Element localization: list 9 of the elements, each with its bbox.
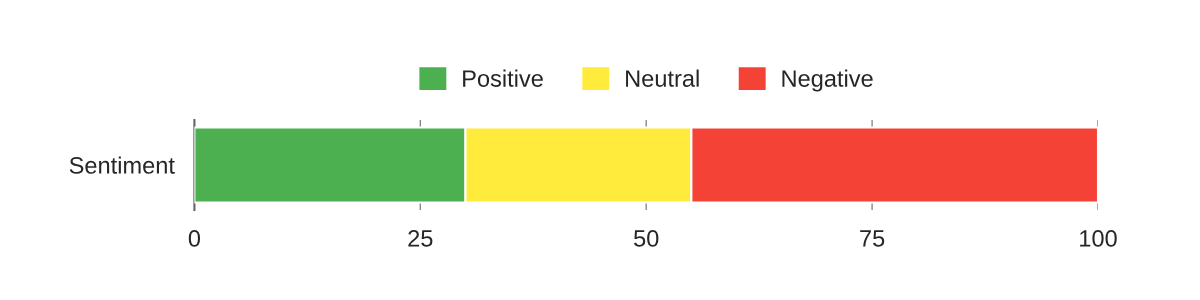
legend-label: Positive	[463, 69, 543, 87]
x-tick-label: 75	[860, 230, 885, 247]
x-tick-label: 0	[188, 230, 201, 247]
legend-label: Negative	[782, 69, 873, 92]
legend-label: Neutral	[626, 69, 699, 87]
x-tick-label: 25	[408, 230, 433, 247]
y-tick-label: Sentiment	[69, 156, 175, 174]
x-tick-label: 100	[1080, 230, 1117, 247]
x-tick-label: 50	[634, 230, 659, 247]
